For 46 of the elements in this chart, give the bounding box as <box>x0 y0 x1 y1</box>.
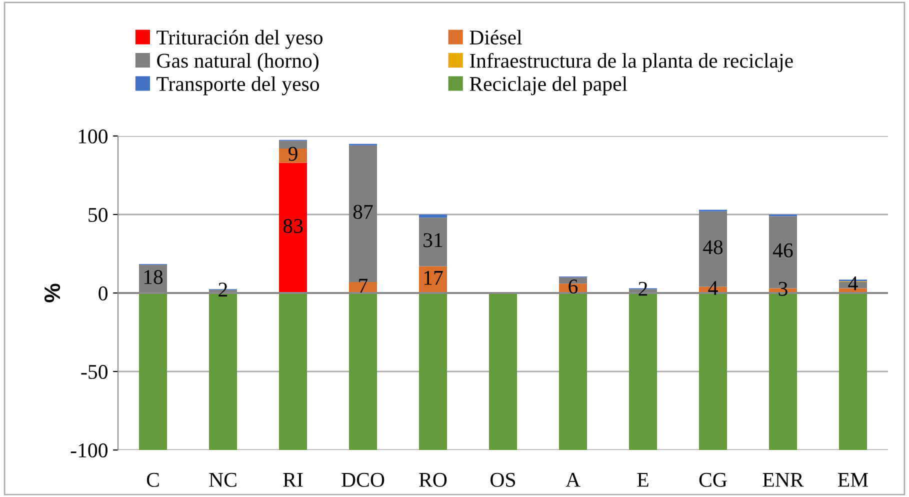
x-tick-label: ENR <box>762 473 804 487</box>
bar <box>419 293 447 450</box>
legend-label: Gas natural (horno) <box>157 53 318 72</box>
data-label: 87 <box>353 204 373 219</box>
y-axis-title: % <box>44 284 60 302</box>
bar <box>489 293 517 450</box>
x-tick-label: RO <box>419 472 447 487</box>
data-label: 17 <box>424 270 443 285</box>
bar <box>559 293 587 450</box>
bar <box>419 214 447 218</box>
legend-label: Reciclaje del papel <box>470 76 628 96</box>
y-tick-label: -50 <box>81 364 108 379</box>
bar <box>279 293 307 450</box>
bar <box>349 293 377 450</box>
data-label: 6 <box>568 280 578 294</box>
legend-label: Infraestructura de la planta de reciclaje <box>470 52 793 72</box>
y-tick-label: -100 <box>70 443 108 458</box>
bar <box>279 162 307 293</box>
bar <box>839 293 867 450</box>
data-label: 48 <box>702 240 723 254</box>
x-tick-label: C <box>146 472 159 487</box>
data-label: 83 <box>283 219 303 234</box>
data-label: 7 <box>359 278 368 293</box>
data-label: 31 <box>424 233 442 248</box>
x-tick-label: CG <box>699 472 727 487</box>
y-tick-label: 0 <box>98 286 108 300</box>
legend-label: Diésel <box>470 30 522 45</box>
data-label: 18 <box>144 270 163 284</box>
y-tick-label: 50 <box>88 208 108 222</box>
bar <box>419 218 447 266</box>
legend-label: Transporte del yeso <box>156 76 320 96</box>
data-label: 4 <box>708 281 718 295</box>
x-tick-label: OS <box>490 472 516 487</box>
data-label: 46 <box>772 243 793 258</box>
bar <box>699 293 727 450</box>
data-label: 3 <box>778 282 788 296</box>
x-tick-label: NC <box>209 472 236 487</box>
data-label: 9 <box>288 146 298 161</box>
y-tick-label: 100 <box>78 129 108 144</box>
x-tick-label: DCO <box>342 472 384 487</box>
x-tick-label: E <box>637 473 648 487</box>
bar <box>139 293 167 450</box>
x-tick-label: A <box>566 472 580 487</box>
legend-label: Trituración del yeso <box>156 30 322 49</box>
x-tick-label: RI <box>283 473 303 487</box>
x-tick-label: EM <box>838 473 868 487</box>
